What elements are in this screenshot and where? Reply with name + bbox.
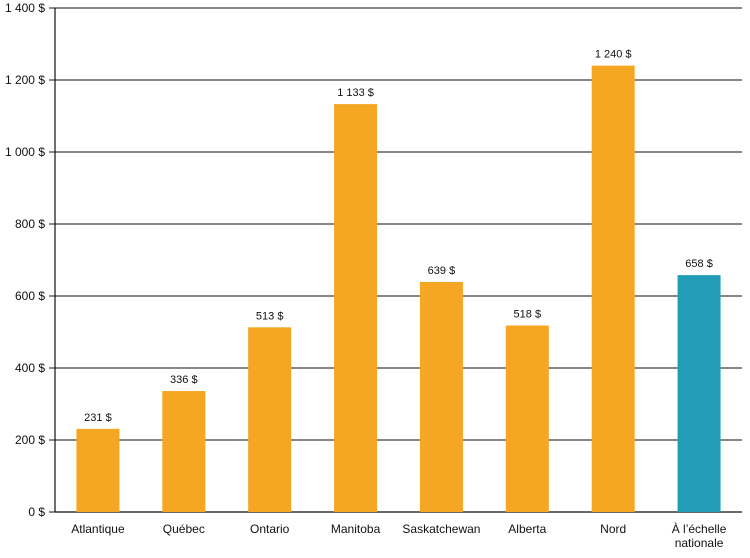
- y-tick-label: 400 $: [15, 361, 45, 375]
- y-tick-label: 200 $: [15, 433, 45, 447]
- bar: [248, 327, 292, 512]
- y-tick-label: 1 400 $: [5, 1, 45, 15]
- x-tick-label: nationale: [675, 536, 724, 550]
- x-tick-label: Alberta: [508, 522, 546, 536]
- data-label: 231 $: [84, 412, 112, 424]
- labels: 0 $ 200 $ 400 $ 600 $ 800 $ 1 000 $ 1 200 $ 1 4…: [5, 1, 727, 550]
- bar: [76, 428, 120, 512]
- data-label: 1 133 $: [337, 87, 374, 99]
- data-label: 658 $: [685, 258, 713, 270]
- data-label: 639 $: [428, 265, 456, 277]
- grid-lines: [55, 7, 742, 441]
- y-tick-label: 1 200 $: [5, 73, 45, 87]
- y-tick-label: 600 $: [15, 289, 45, 303]
- x-tick-label: Ontario: [250, 522, 290, 536]
- data-label: 518 $: [514, 309, 542, 321]
- data-label: 336 $: [170, 374, 198, 386]
- x-tick-label: Saskatchewan: [402, 522, 480, 536]
- bar: [591, 65, 635, 512]
- x-tick-label: Manitoba: [331, 522, 381, 536]
- x-tick-label: Québec: [163, 522, 205, 536]
- y-tick-label: 800 $: [15, 217, 45, 231]
- bar: [419, 281, 463, 512]
- x-tick-label: Atlantique: [71, 522, 125, 536]
- bar: [334, 104, 378, 513]
- data-label: 1 240 $: [595, 49, 632, 61]
- bar: [162, 391, 206, 512]
- bar: [505, 325, 549, 512]
- x-tick-label: À l’échelle: [672, 521, 727, 536]
- data-label: 513 $: [256, 310, 284, 322]
- x-tick-label: Nord: [600, 522, 626, 536]
- axes: [49, 7, 742, 513]
- y-tick-label: 1 000 $: [5, 145, 45, 159]
- bars: [76, 65, 721, 513]
- bar: [677, 275, 721, 512]
- y-tick-label: 0 $: [28, 505, 45, 519]
